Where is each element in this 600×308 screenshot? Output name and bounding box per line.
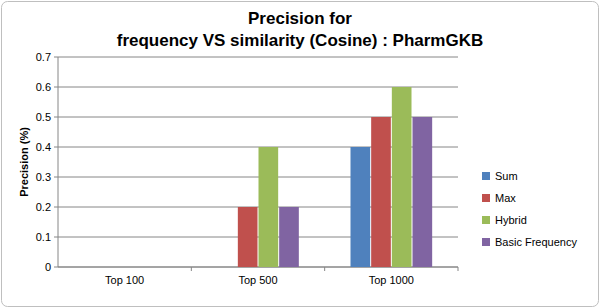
bar <box>413 117 433 267</box>
bar <box>279 207 299 267</box>
y-tick-label: 0.2 <box>36 201 51 213</box>
y-tick <box>54 147 58 148</box>
legend-label: Sum <box>495 170 518 182</box>
y-tick-label: 0 <box>45 261 51 273</box>
y-tick <box>54 57 58 58</box>
legend-swatch <box>482 238 490 246</box>
y-tick-label: 0.5 <box>36 111 51 123</box>
bar <box>238 207 258 267</box>
bar <box>392 87 412 267</box>
bar <box>125 267 145 268</box>
y-tick-label: 0.7 <box>36 51 51 63</box>
x-tick-label: Top 500 <box>238 274 277 286</box>
chart-border <box>2 2 599 307</box>
legend-label: Basic Frequency <box>495 236 577 248</box>
bar <box>371 117 391 267</box>
y-tick <box>54 177 58 178</box>
legend-swatch <box>482 194 490 202</box>
x-tick-label: Top 1000 <box>369 274 414 286</box>
y-tick <box>54 207 58 208</box>
bar <box>259 147 279 267</box>
legend-swatch <box>482 172 490 180</box>
y-tick <box>54 117 58 118</box>
grid-line <box>58 57 458 58</box>
y-tick-label: 0.4 <box>36 141 51 153</box>
title-line: Precision for <box>248 9 352 28</box>
y-tick <box>54 237 58 238</box>
y-tick-label: 0.3 <box>36 171 51 183</box>
title-line: frequency VS similarity (Cosine) : Pharm… <box>117 31 484 50</box>
bar <box>351 147 371 267</box>
y-tick-label: 0.1 <box>36 231 51 243</box>
y-tick <box>54 87 58 88</box>
y-axis-label: Precision (%) <box>18 127 30 197</box>
y-tick-label: 0.6 <box>36 81 51 93</box>
x-tick <box>324 267 325 271</box>
legend-swatch <box>482 216 490 224</box>
legend-label: Max <box>495 192 516 204</box>
bar <box>84 267 104 268</box>
y-tick <box>54 267 58 268</box>
y-axis <box>58 57 59 267</box>
chart-container: Precision for frequency VS similarity (Co… <box>0 0 600 308</box>
bar <box>105 267 125 268</box>
legend-label: Hybrid <box>495 214 527 226</box>
x-tick <box>458 267 459 271</box>
x-tick <box>191 267 192 271</box>
bar <box>146 267 166 268</box>
x-tick-label: Top 100 <box>105 274 144 286</box>
bars <box>238 87 432 267</box>
chart-title: Precision for frequency VS similarity (Co… <box>117 9 484 50</box>
bar <box>217 267 237 268</box>
chart-svg: Precision for frequency VS similarity (Co… <box>0 0 600 308</box>
